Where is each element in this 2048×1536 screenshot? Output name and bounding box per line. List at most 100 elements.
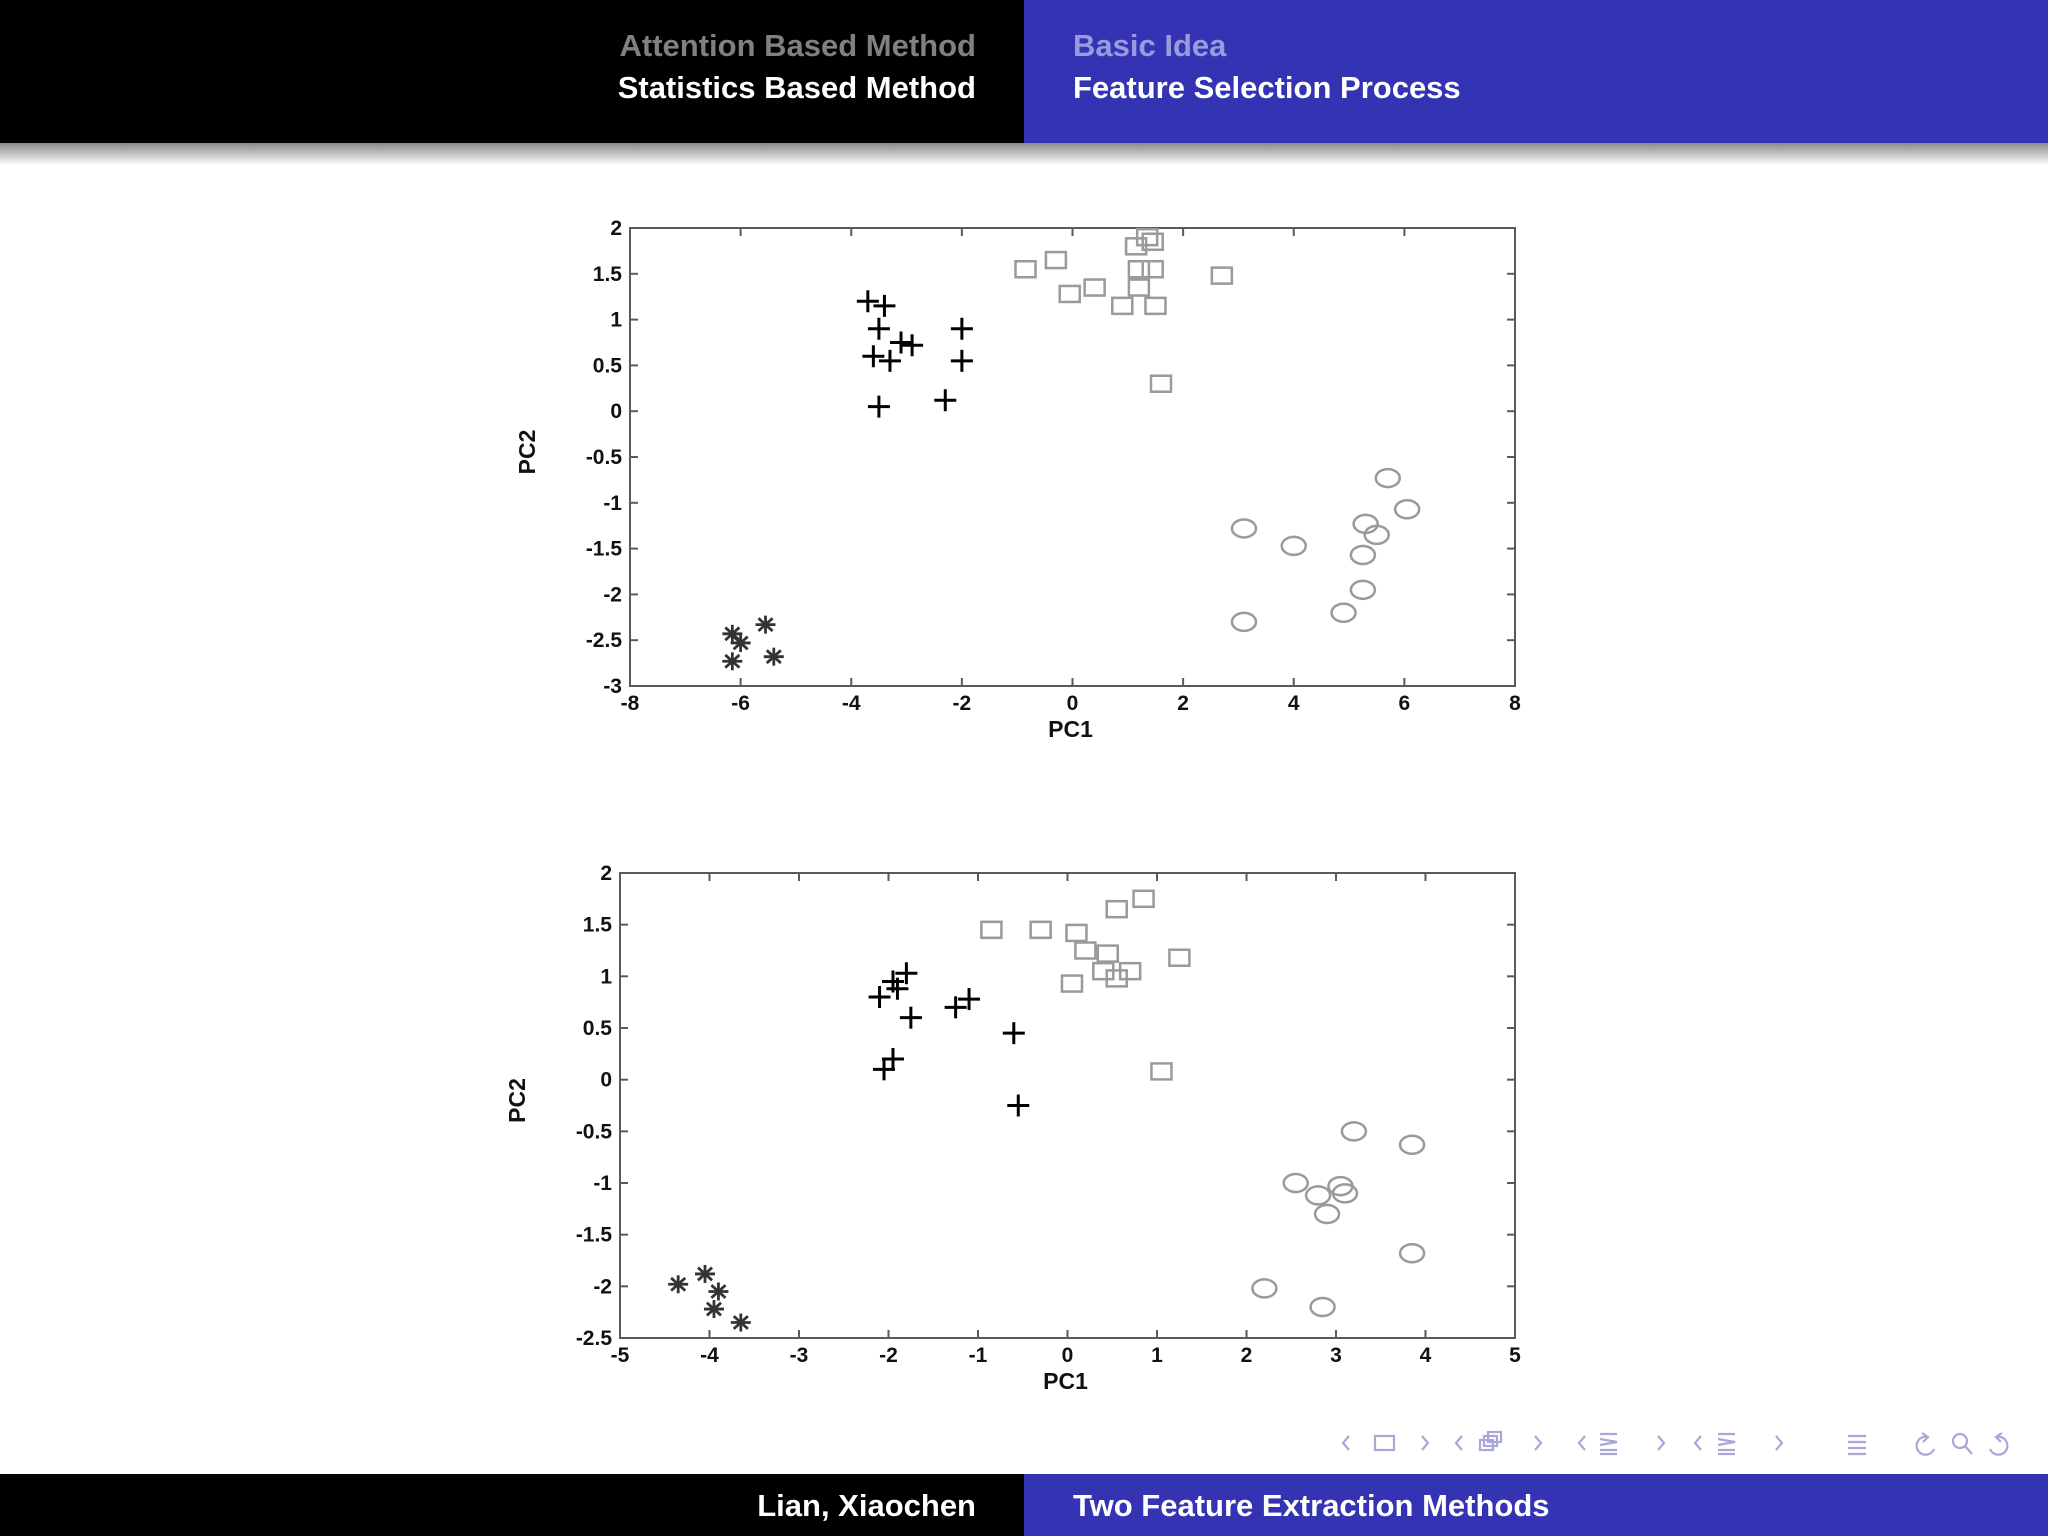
x-tick-label: 6	[1399, 692, 1411, 715]
y-tick-label: 0	[610, 400, 622, 423]
header-section-statistics-based-method[interactable]: Statistics Based Method	[617, 70, 976, 105]
data-point-square	[1074, 941, 1097, 960]
data-point-plus	[867, 395, 890, 418]
data-point-circle	[1349, 579, 1377, 601]
data-point-plus	[950, 317, 973, 340]
y-tick-label: -1.5	[586, 538, 623, 561]
data-point-circle	[1340, 1121, 1368, 1142]
y-tick-label: -2	[603, 583, 622, 606]
slide-header: Attention Based Method Statistics Based …	[0, 0, 2048, 143]
subsection-icon[interactable]	[1478, 1430, 1503, 1452]
data-point-square	[1168, 948, 1191, 967]
x-tick-label: 4	[1420, 1344, 1432, 1367]
align-icon[interactable]	[1848, 1434, 1866, 1456]
data-point-circle	[1398, 1243, 1426, 1264]
data-point-square	[1149, 374, 1173, 393]
footer-presentation-title: Two Feature Extraction Methods	[1073, 1488, 1550, 1523]
frame-icon[interactable]	[1373, 1434, 1396, 1452]
x-axis-label: PC1	[1043, 1368, 1088, 1394]
arrow-right-icon[interactable]	[1421, 1435, 1430, 1451]
data-point-asterisk	[730, 1313, 751, 1332]
data-point-square	[1029, 920, 1052, 940]
y-axis-label: PC2	[514, 430, 540, 475]
data-point-asterisk	[730, 633, 751, 652]
header-subsection-feature-selection-process[interactable]: Feature Selection Process	[1073, 70, 1461, 105]
y-tick-label: 1.5	[593, 263, 623, 286]
data-point-plus	[886, 977, 909, 1000]
x-tick-label: 4	[1288, 692, 1300, 715]
x-tick-label: 2	[1177, 692, 1189, 715]
arrow-right-icon[interactable]	[1534, 1435, 1543, 1451]
data-point-square	[1141, 232, 1164, 251]
data-point-square	[1127, 259, 1151, 279]
x-tick-label: 3	[1330, 1344, 1342, 1367]
forward-icon[interactable]	[1988, 1432, 2009, 1456]
x-tick-label: -4	[700, 1344, 719, 1367]
data-point-square	[1105, 899, 1128, 919]
data-point-plus	[944, 996, 967, 1019]
arrow-right-icon[interactable]	[1657, 1435, 1666, 1451]
y-tick-label: 1.5	[583, 914, 613, 937]
data-point-plus	[881, 1048, 904, 1070]
data-point-asterisk	[703, 1300, 724, 1319]
search-icon[interactable]	[1951, 1432, 1973, 1455]
data-point-plus	[867, 317, 890, 340]
data-point-square	[980, 920, 1003, 940]
x-tick-label: 1	[1151, 1344, 1163, 1367]
header-subsection-nav: Basic Idea Feature Selection Process	[1024, 0, 2048, 143]
data-point-square	[1058, 284, 1081, 304]
data-point-plus	[899, 1006, 922, 1029]
section-icon[interactable]	[1599, 1432, 1618, 1456]
data-point-circle	[1304, 1185, 1332, 1206]
x-tick-label: -6	[731, 692, 750, 715]
data-point-circle	[1363, 524, 1390, 546]
arrow-left-icon[interactable]	[1577, 1435, 1586, 1451]
data-point-circle	[1280, 535, 1307, 557]
y-tick-label: 2	[600, 862, 612, 885]
data-point-square	[1132, 889, 1155, 909]
data-point-plus	[862, 345, 885, 368]
data-point-asterisk	[695, 1264, 716, 1283]
footer-author: Lian, Xiaochen	[757, 1488, 976, 1523]
data-point-circle	[1313, 1203, 1341, 1225]
x-tick-label: -5	[611, 1344, 630, 1367]
scatter-plot-1: -8 -6 -4 -2 0 2 4 6 8 2 1.5 1 0.5 0 -0.5 -1 -1.5 -2 -2.5 -3…	[514, 217, 1521, 742]
arrow-left-icon[interactable]	[1454, 1435, 1463, 1451]
y-tick-label: -0.5	[576, 1120, 613, 1143]
y-tick-label: 2	[610, 217, 622, 240]
x-tick-label: 2	[1241, 1344, 1253, 1367]
data-point-plus	[958, 988, 981, 1011]
data-point-circle	[1309, 1296, 1336, 1318]
y-tick-label: -2	[593, 1275, 612, 1298]
data-point-plus	[934, 389, 957, 412]
x-tick-label: -2	[953, 692, 972, 715]
arrow-left-icon[interactable]	[1693, 1435, 1702, 1451]
data-point-square	[1124, 237, 1148, 256]
data-point-circle	[1393, 498, 1421, 520]
data-point-plus	[873, 1058, 896, 1081]
data-point-square	[1083, 278, 1106, 297]
data-point-circle	[1374, 467, 1402, 489]
data-point-square	[1144, 296, 1167, 316]
header-subsection-basic-idea[interactable]: Basic Idea	[1073, 28, 1227, 63]
data-point-square	[1210, 266, 1234, 285]
section-icon[interactable]	[1717, 1432, 1736, 1456]
data-point-plus	[1002, 1022, 1025, 1045]
data-point-square	[1044, 250, 1068, 270]
data-point-asterisk	[763, 647, 784, 666]
data-point-circle	[1230, 518, 1258, 539]
x-tick-label: 0	[1067, 692, 1079, 715]
x-axis-label: PC1	[1048, 716, 1093, 742]
arrow-right-icon[interactable]	[1775, 1435, 1784, 1451]
data-point-asterisk	[708, 1282, 729, 1301]
data-point-circle	[1349, 544, 1377, 566]
data-point-square	[1065, 923, 1088, 943]
y-tick-label: -1	[593, 1172, 612, 1195]
back-icon[interactable]	[1915, 1432, 1936, 1456]
arrow-left-icon[interactable]	[1341, 1435, 1350, 1451]
plot-frame	[619, 872, 1516, 1339]
header-section-attention-based-method[interactable]: Attention Based Method	[619, 28, 977, 63]
y-tick-label: 1	[610, 309, 622, 332]
data-point-plus	[1007, 1094, 1030, 1117]
